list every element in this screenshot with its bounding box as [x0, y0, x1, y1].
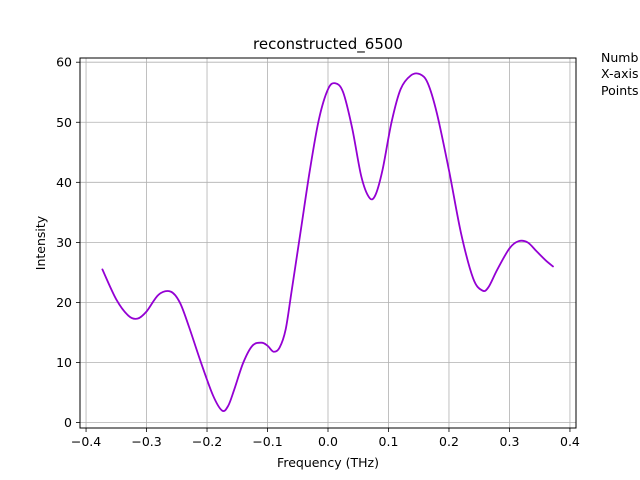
x-tick-label: −0.3 [131, 434, 161, 449]
y-tick-label: 50 [56, 115, 72, 130]
ticks: −0.4 −0.3 −0.2 −0.1 0.0 0.1 0.2 0.3 0.4 0 10 20 30 40… [56, 55, 580, 449]
x-tick-label: −0.2 [192, 434, 222, 449]
x-tick-label: 0.4 [560, 434, 580, 449]
y-tick-label: 10 [56, 355, 72, 370]
y-tick-label: 30 [56, 235, 72, 250]
y-tick-label: 20 [56, 295, 72, 310]
chart-title: reconstructed_6500 [253, 35, 403, 54]
series-line [101, 72, 554, 412]
side-note-line-3: Points [601, 83, 639, 98]
grid [80, 58, 576, 428]
side-note-line-2: X-axis [601, 66, 639, 81]
x-axis-label: Frequency (THz) [277, 455, 379, 470]
x-tick-label: 0.0 [318, 434, 338, 449]
y-axis-label: Intensity [33, 215, 48, 270]
y-tick-label: 0 [64, 415, 72, 430]
x-tick-label: 0.2 [439, 434, 459, 449]
y-tick-label: 40 [56, 175, 72, 190]
x-tick-label: −0.4 [71, 434, 101, 449]
x-tick-label: −0.1 [252, 434, 282, 449]
y-tick-label: 60 [56, 55, 72, 70]
x-tick-label: 0.3 [500, 434, 520, 449]
side-note-line-1: Numb [601, 50, 639, 65]
x-tick-label: 0.1 [379, 434, 399, 449]
